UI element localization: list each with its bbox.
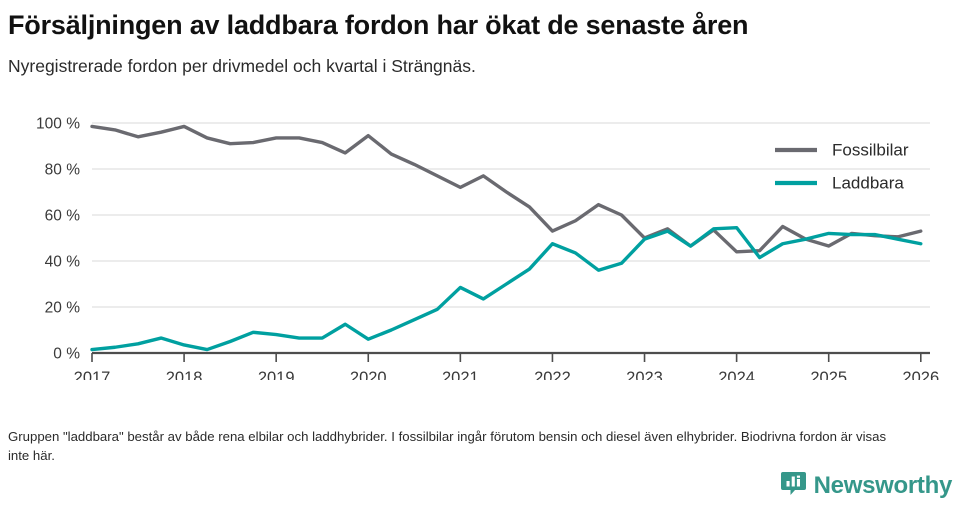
x-axis-labels: 2017 2018 2019 2020 2021 2022 2023 2024 2025 2026 — [74, 353, 939, 380]
x-tick-label: 2022 — [534, 369, 571, 380]
x-tick-label: 2017 — [74, 369, 111, 380]
x-tick-label: 2024 — [718, 369, 755, 380]
y-tick-label: 40 % — [45, 254, 81, 271]
chart-legend: Fossilbilar Laddbara — [775, 140, 909, 192]
y-axis-labels: 0 % 20 % 40 % 60 % 80 % 100 % — [36, 116, 80, 363]
x-tick-label: 2019 — [258, 369, 295, 380]
chart-subtitle: Nyregistrerade fordon per drivmedel och … — [8, 56, 476, 77]
x-tick-label: 2025 — [810, 369, 847, 380]
y-tick-label: 80 % — [45, 162, 81, 179]
newsworthy-logo: Newsworthy — [780, 470, 952, 502]
data-series — [90, 124, 923, 352]
legend-label-fossilbilar: Fossilbilar — [832, 140, 909, 159]
chart-title: Försäljningen av laddbara fordon har öka… — [8, 10, 749, 40]
brand-name: Newsworthy — [813, 472, 953, 499]
series-line-laddbara — [90, 225, 923, 352]
x-tick-label: 2020 — [350, 369, 387, 380]
y-tick-label: 60 % — [45, 208, 81, 225]
y-tick-label: 100 % — [36, 116, 80, 133]
gridlines — [92, 122, 930, 355]
line-chart-svg: 0 % 20 % 40 % 60 % 80 % 100 % 2017 2018 2019 202… — [36, 116, 939, 381]
chart-header: Försäljningen av laddbara fordon har öka… — [0, 0, 960, 77]
chart-plot-area: 0 % 20 % 40 % 60 % 80 % 100 % 2017 2018 2019 202… — [0, 105, 960, 381]
bar-chart-bubble-icon — [780, 470, 807, 502]
y-tick-label: 0 % — [53, 346, 80, 363]
x-tick-label: 2026 — [902, 369, 939, 380]
x-tick-label: 2018 — [166, 369, 203, 380]
x-tick-label: 2023 — [626, 369, 663, 380]
y-tick-label: 20 % — [45, 300, 81, 317]
x-tick-label: 2021 — [442, 369, 479, 380]
series-line-fossilbilar — [90, 124, 923, 254]
chart-footnote: Gruppen "laddbara" består av både rena e… — [8, 429, 887, 464]
legend-label-laddbara: Laddbara — [832, 173, 904, 192]
